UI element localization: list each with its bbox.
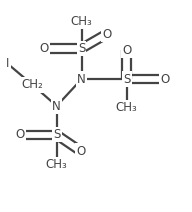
Text: O: O [16, 128, 25, 141]
Text: O: O [76, 145, 85, 158]
Text: O: O [102, 28, 111, 40]
Text: N: N [52, 99, 61, 113]
Text: I: I [6, 57, 9, 70]
Text: CH₃: CH₃ [71, 15, 93, 28]
Text: S: S [78, 42, 85, 55]
Text: O: O [161, 73, 170, 86]
Text: S: S [123, 73, 130, 86]
Text: N: N [77, 73, 86, 86]
Text: O: O [122, 44, 131, 57]
Text: CH₃: CH₃ [46, 158, 68, 171]
Text: CH₃: CH₃ [116, 101, 138, 114]
Text: CH₂: CH₂ [22, 78, 44, 91]
Text: S: S [53, 128, 60, 141]
Text: O: O [40, 42, 49, 55]
